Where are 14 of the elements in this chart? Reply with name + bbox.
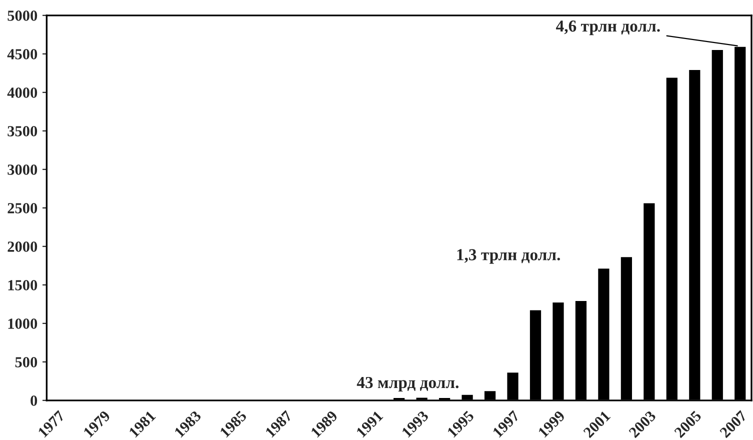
y-tick-label: 3000 bbox=[8, 164, 38, 175]
y-tick-label: 3500 bbox=[8, 126, 38, 136]
y-tick-label: 1500 bbox=[8, 280, 38, 290]
y-tick-label: 2500 bbox=[8, 203, 38, 214]
y-tick-label: 4000 bbox=[7, 88, 38, 98]
y-tick-label: 0 bbox=[30, 396, 38, 406]
y-tick-label: 1000 bbox=[8, 318, 38, 329]
y-tick-label: 2000 bbox=[8, 242, 38, 252]
y-tick-label: 4500 bbox=[7, 49, 38, 60]
annotation: 43 млрд долл. bbox=[356, 376, 458, 392]
y-tick-label: 5000 bbox=[8, 10, 38, 21]
y-tick-label: 500 bbox=[15, 357, 38, 368]
annotation: 1,3 трлн долл. bbox=[457, 249, 560, 264]
annotation: 4,6 трлн долл. bbox=[556, 20, 660, 36]
